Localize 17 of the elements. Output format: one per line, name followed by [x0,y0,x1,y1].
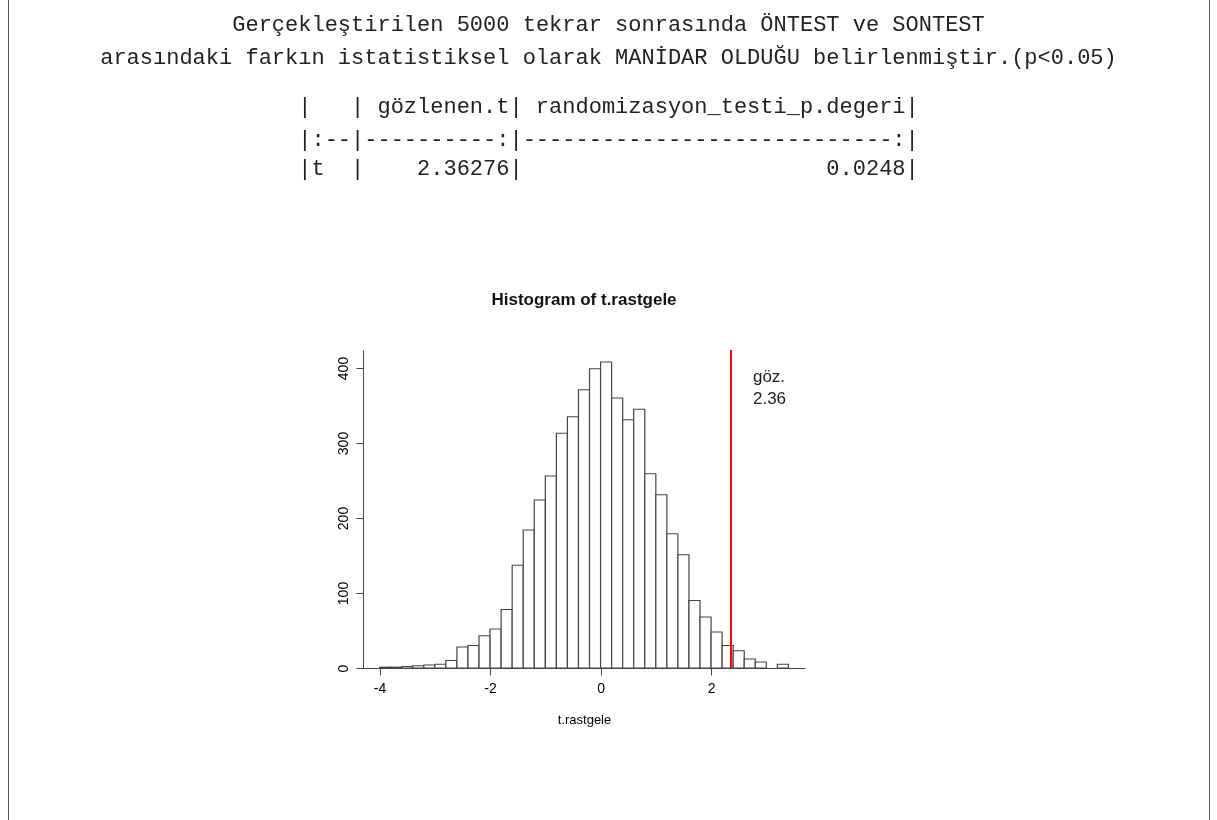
text: |:--|----------:|----------------------------:| [297,127,920,154]
x-tick-label: 0 [597,679,606,696]
chart-title: Histogram of t.rastgele [491,290,677,309]
text: Gerçekleştirilen 5000 tekrar sonrasında ÖNTEST ve SONTEST [231,12,986,39]
text: arasındaki farkın istatistiksel olarak MANİDAR OLDUĞU belirlenmiştir.(p<0.05) [99,45,1118,72]
y-tick-label: 400 [334,356,351,381]
x-tick-label: 2 [707,679,716,696]
text: | | gözlenen.t| randomizasyon_testi_p.degeri| [297,94,920,121]
x-tick-label: -2 [484,679,498,696]
ref-line-label: göz. 2.36 [752,367,787,409]
y-tick-label: 100 [334,581,351,606]
x-axis-title: t.rastgele [557,711,612,727]
y-tick-label: 200 [334,506,351,531]
y-tick-label: 0 [334,664,351,673]
text: |t | 2.36276| 0.0248| [297,156,920,183]
x-tick-label: -4 [373,679,387,696]
y-tick-label: 300 [334,431,351,456]
